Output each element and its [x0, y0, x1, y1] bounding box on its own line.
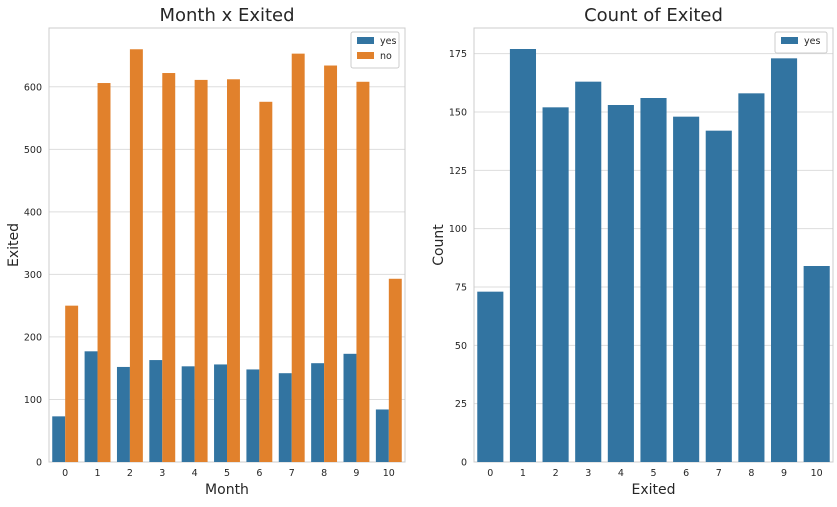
y-tick-label: 25: [455, 399, 467, 410]
legend-label-no: no: [380, 51, 392, 62]
legend-swatch-yes: [357, 37, 374, 44]
bar-no-7: [291, 53, 305, 462]
chart-title: Month x Exited: [159, 5, 294, 26]
x-tick-label: 1: [520, 468, 526, 479]
y-axis-label: Exited: [6, 223, 22, 267]
y-tick-label: 100: [24, 395, 42, 406]
x-tick-label: 1: [95, 468, 101, 479]
y-tick-label: 175: [449, 49, 467, 60]
x-tick-label: 9: [353, 468, 359, 479]
count-exited-chart: 0 25 50 75 100 125 150 175 0 1 2 3 4 5 6 7 8 9 10 Count of…: [431, 5, 834, 498]
y-tick-label: 500: [24, 145, 42, 156]
bar-yes-3: [575, 81, 602, 463]
y-tick-label: 125: [449, 166, 467, 177]
bar-yes-10: [803, 266, 830, 462]
y-axis-label: Count: [431, 224, 447, 266]
x-tick-label: 2: [127, 468, 133, 479]
legend-label-yes: yes: [380, 36, 396, 47]
bar-yes-3: [149, 360, 163, 462]
bar-no-3: [162, 73, 176, 462]
legend: yes no: [350, 31, 400, 69]
bar-yes-9: [343, 353, 357, 462]
bar-no-9: [356, 81, 370, 463]
bar-yes-7: [278, 373, 292, 462]
bar-no-6: [259, 101, 273, 462]
x-tick-label: 10: [383, 468, 395, 479]
x-tick-label: 5: [650, 468, 656, 479]
y-tick-label: 50: [455, 341, 467, 352]
x-tick-label: 8: [748, 468, 754, 479]
x-tick-label: 2: [553, 468, 559, 479]
x-axis-label: Month: [205, 482, 249, 498]
x-tick-label: 10: [811, 468, 823, 479]
y-tick-label: 150: [449, 108, 467, 119]
y-tick-label: 400: [24, 207, 42, 218]
legend-swatch-no: [357, 52, 374, 59]
bar-yes-2: [116, 366, 130, 462]
x-axis-label: Exited: [631, 482, 675, 498]
bar-yes-9: [770, 58, 798, 462]
bar-yes-1: [509, 49, 537, 462]
legend-label-yes: yes: [804, 36, 820, 47]
bar-yes-0: [52, 416, 66, 462]
chart-title: Count of Exited: [584, 5, 723, 26]
bar-yes-8: [311, 363, 325, 462]
y-tick-label: 300: [24, 270, 42, 281]
x-tick-label: 4: [618, 468, 624, 479]
bar-no-1: [97, 83, 111, 462]
bar-yes-5: [640, 98, 667, 462]
x-tick-label: 3: [159, 468, 165, 479]
bar-yes-1: [84, 351, 98, 462]
x-tick-label: 7: [716, 468, 722, 479]
bar-yes-8: [738, 93, 765, 462]
y-tick-label: 0: [36, 458, 42, 469]
legend: yes: [774, 31, 828, 54]
bar-no-10: [388, 278, 402, 462]
bar-yes-4: [607, 105, 634, 462]
bar-yes-7: [705, 130, 732, 462]
bar-yes-6: [246, 369, 260, 462]
legend-swatch-yes: [781, 37, 798, 44]
y-tick-label: 600: [24, 82, 42, 93]
bar-no-2: [129, 49, 143, 463]
x-tick-label: 8: [321, 468, 327, 479]
bar-no-8: [324, 65, 338, 463]
x-tick-label: 4: [192, 468, 198, 479]
bar-yes-10: [375, 409, 389, 462]
x-tick-label: 9: [781, 468, 787, 479]
x-tick-label: 6: [256, 468, 262, 479]
x-tick-label: 0: [62, 468, 68, 479]
bar-no-5: [227, 79, 240, 462]
x-tick-label: 7: [289, 468, 295, 479]
x-tick-label: 6: [683, 468, 689, 479]
bar-yes-5: [214, 364, 227, 462]
x-tick-label: 5: [224, 468, 230, 479]
y-tick-label: 0: [461, 458, 467, 469]
x-tick-label: 0: [487, 468, 493, 479]
y-tick-label: 75: [455, 283, 467, 294]
bar-yes-2: [542, 107, 569, 462]
bar-yes-6: [673, 116, 700, 463]
month-exited-chart: 0 100 200 300 400 500 600 0 1 2 3 4 5 6 7 8 9 10 Month x …: [6, 5, 406, 498]
bar-yes-0: [477, 291, 504, 462]
bar-yes-4: [181, 366, 195, 462]
y-tick-label: 100: [449, 224, 467, 235]
x-tick-label: 3: [585, 468, 591, 479]
y-tick-label: 200: [24, 332, 42, 343]
bar-no-4: [194, 79, 208, 462]
bar-no-0: [65, 305, 79, 462]
